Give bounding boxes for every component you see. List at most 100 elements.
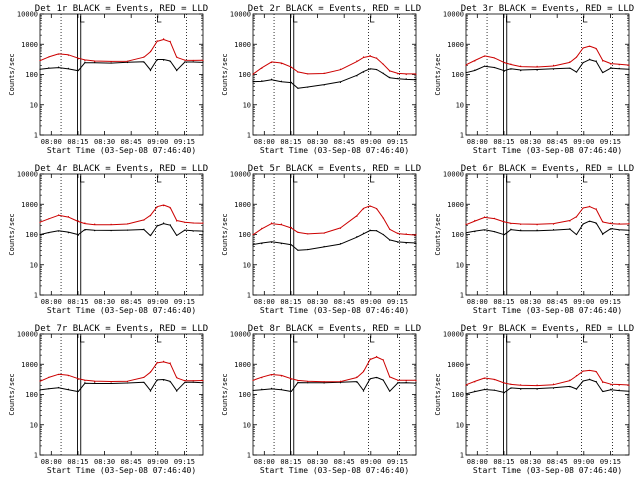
- events-data-point: [503, 70, 505, 72]
- events-data-point: [397, 381, 399, 384]
- lld-data-point: [474, 381, 476, 383]
- events-data-point: [589, 220, 591, 223]
- y-tick-label: 1000: [234, 361, 251, 369]
- y-axis-label: Counts/sec: [8, 373, 16, 415]
- lld-data-point: [39, 221, 41, 224]
- events-data-point: [339, 81, 342, 83]
- events-data-point: [465, 71, 467, 73]
- x-tick-label: 08:30: [307, 458, 328, 466]
- x-tick-label: 08:00: [254, 138, 275, 146]
- y-tick-label: 100: [451, 391, 464, 399]
- lld-data-point: [202, 222, 204, 224]
- lld-data-point: [595, 48, 597, 50]
- lld-data-point: [602, 220, 604, 223]
- y-axis-label: Counts/sec: [221, 373, 229, 415]
- chart-title: Det 8r BLACK = Events, RED = LLD: [248, 324, 421, 334]
- lld-data-point: [176, 56, 178, 58]
- bracket-mark: [293, 16, 298, 23]
- lld-data-point: [465, 384, 467, 386]
- lld-data-point: [202, 380, 204, 382]
- x-tick-label: 09:15: [174, 458, 195, 466]
- events-data-point: [575, 71, 578, 73]
- y-tick-label: 10: [456, 421, 464, 429]
- lld-data-point: [156, 206, 158, 208]
- events-data-point: [176, 234, 178, 236]
- lld-data-point: [202, 59, 204, 62]
- events-data-point: [510, 228, 512, 230]
- y-tick-label: 10000: [230, 331, 251, 339]
- lld-data-point: [156, 40, 158, 42]
- events-data-point: [94, 382, 96, 384]
- events-data-point: [356, 236, 358, 238]
- events-data-point: [582, 61, 584, 64]
- events-data-point: [602, 233, 604, 236]
- lld-data-point: [48, 376, 50, 378]
- lld-data-point: [77, 220, 79, 222]
- events-data-point: [202, 231, 204, 233]
- events-data-point: [362, 232, 365, 234]
- y-axis-label: Counts/sec: [434, 373, 442, 415]
- events-data-point: [94, 230, 96, 232]
- lld-data-point: [307, 233, 309, 235]
- y-tick-label: 10: [243, 421, 251, 429]
- events-data-point: [290, 244, 292, 246]
- y-tick-label: 1000: [21, 41, 38, 49]
- y-axis-label: Counts/sec: [221, 53, 229, 95]
- x-tick-label: 09:15: [600, 458, 621, 466]
- lld-data-point: [290, 66, 292, 69]
- events-data-point: [389, 76, 391, 78]
- lld-data-point: [582, 370, 584, 372]
- events-data-point: [376, 69, 378, 71]
- events-data-point: [163, 379, 165, 381]
- events-data-point: [484, 65, 486, 67]
- events-data-point: [169, 224, 171, 226]
- events-data-point: [290, 81, 292, 83]
- x-tick-label: 08:30: [94, 138, 115, 146]
- lld-data-point: [405, 73, 407, 76]
- y-tick-label: 1000: [447, 41, 464, 49]
- events-data-point: [77, 69, 79, 71]
- x-tick-label: 09:00: [360, 138, 381, 146]
- events-data-point: [156, 379, 158, 382]
- lld-data-point: [382, 359, 384, 361]
- events-series-line: [39, 379, 204, 393]
- lld-data-point: [39, 59, 41, 62]
- events-data-point: [94, 61, 96, 64]
- lld-series-line: [39, 204, 204, 226]
- y-tick-label: 100: [25, 231, 38, 239]
- y-tick-label: 1: [460, 452, 464, 460]
- lld-data-point: [382, 63, 384, 65]
- lld-data-point: [582, 47, 584, 49]
- lld-data-point: [493, 57, 495, 59]
- lld-data-point: [356, 215, 358, 217]
- y-tick-label: 100: [238, 71, 251, 79]
- lld-data-point: [602, 381, 604, 384]
- lld-data-point: [110, 61, 112, 63]
- x-tick-label: 09:15: [387, 138, 408, 146]
- lld-data-point: [261, 227, 263, 229]
- events-data-point: [77, 234, 79, 236]
- events-series-line: [252, 68, 417, 89]
- x-tick-label: 09:00: [573, 458, 594, 466]
- events-data-point: [48, 232, 50, 234]
- lld-data-point: [58, 373, 60, 376]
- lld-data-point: [271, 61, 273, 64]
- events-series-line: [252, 376, 417, 392]
- events-data-point: [415, 78, 417, 80]
- events-data-point: [397, 241, 399, 243]
- events-data-point: [493, 231, 495, 233]
- lld-data-point: [67, 216, 69, 218]
- lld-data-point: [405, 380, 407, 382]
- lld-data-point: [94, 381, 96, 383]
- events-data-point: [474, 231, 476, 233]
- lld-data-point: [589, 45, 591, 48]
- lld-data-point: [84, 59, 86, 62]
- lld-data-point: [376, 355, 378, 358]
- events-data-point: [192, 61, 194, 63]
- lld-data-point: [192, 222, 194, 224]
- x-axis-label: Start Time (03-Sep-08 07:46:40): [47, 146, 196, 155]
- lld-data-point: [307, 73, 309, 75]
- x-tick-label: 08:15: [67, 298, 88, 306]
- lld-data-point: [369, 55, 371, 57]
- events-data-point: [575, 388, 578, 390]
